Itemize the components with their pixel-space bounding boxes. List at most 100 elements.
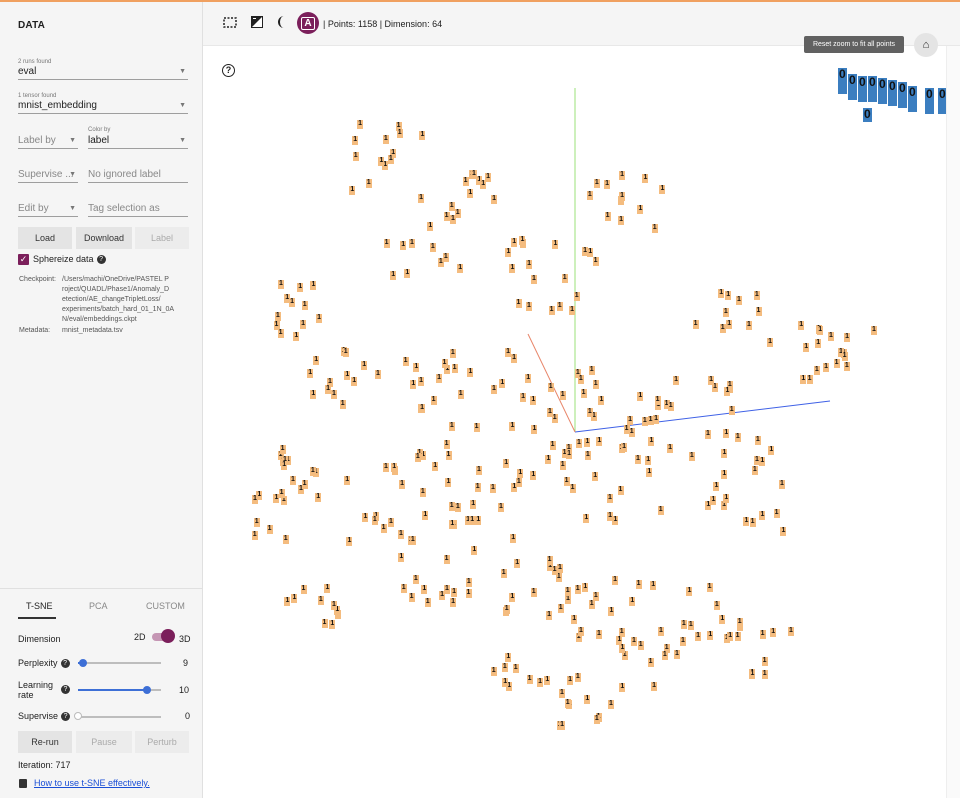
point-1[interactable]: 1 <box>457 390 464 400</box>
point-1[interactable]: 1 <box>612 515 619 525</box>
tag-selection-input[interactable]: Tag selection as <box>88 203 188 217</box>
point-1[interactable]: 1 <box>734 631 741 641</box>
point-1[interactable]: 1 <box>592 257 599 267</box>
point-1[interactable]: 1 <box>436 374 443 384</box>
point-1[interactable]: 1 <box>421 585 428 595</box>
point-1[interactable]: 1 <box>505 248 512 258</box>
point-1[interactable]: 1 <box>725 291 732 301</box>
point-1[interactable]: 1 <box>749 517 756 527</box>
point-1[interactable]: 1 <box>569 305 576 315</box>
edit-by-select[interactable]: Edit by ▼ <box>18 203 78 217</box>
point-1[interactable]: 1 <box>414 453 421 463</box>
point-1[interactable]: 1 <box>838 347 844 357</box>
point-1[interactable]: 1 <box>546 556 553 566</box>
point-1[interactable]: 1 <box>476 175 483 185</box>
point-1[interactable]: 1 <box>586 190 593 200</box>
point-1[interactable]: 1 <box>565 444 572 454</box>
point-1[interactable]: 1 <box>346 537 353 547</box>
point-1[interactable]: 1 <box>404 268 411 278</box>
point-1[interactable]: 1 <box>751 465 758 475</box>
point-1[interactable]: 1 <box>618 216 625 226</box>
point-1[interactable]: 1 <box>607 493 613 503</box>
download-button[interactable]: Download <box>76 227 132 249</box>
point-1[interactable]: 1 <box>383 238 390 248</box>
point-1[interactable]: 1 <box>726 320 733 330</box>
point-1[interactable]: 1 <box>800 375 807 385</box>
supervise-select[interactable]: Supervise ... ▼ <box>18 169 78 183</box>
point-1[interactable]: 1 <box>448 421 455 431</box>
point-1[interactable]: 1 <box>454 502 461 512</box>
point-1[interactable]: 1 <box>491 195 498 205</box>
point-1[interactable]: 1 <box>574 672 581 682</box>
point-1[interactable]: 1 <box>301 480 308 490</box>
point-1[interactable]: 1 <box>475 465 482 475</box>
point-1[interactable]: 1 <box>420 451 427 461</box>
point-1[interactable]: 1 <box>651 224 658 234</box>
point-1[interactable]: 1 <box>745 320 752 330</box>
point-1[interactable]: 1 <box>344 476 351 486</box>
point-1[interactable]: 1 <box>575 438 582 448</box>
point-1[interactable]: 1 <box>619 192 626 202</box>
point-1[interactable]: 1 <box>380 523 387 533</box>
point-0[interactable]: 0 <box>838 68 847 94</box>
point-1[interactable]: 1 <box>773 509 780 519</box>
point-1[interactable]: 1 <box>574 584 581 594</box>
help-icon[interactable]: ? <box>60 659 70 668</box>
point-1[interactable]: 1 <box>619 171 626 181</box>
point-1[interactable]: 1 <box>449 215 456 225</box>
point-1[interactable]: 1 <box>390 270 397 280</box>
point-1[interactable]: 1 <box>422 510 429 520</box>
point-1[interactable]: 1 <box>445 477 452 487</box>
point-1[interactable]: 1 <box>657 627 664 637</box>
night-mode-icon[interactable] <box>250 15 264 29</box>
point-1[interactable]: 1 <box>277 280 284 290</box>
point-1[interactable]: 1 <box>297 282 304 292</box>
help-icon[interactable]: ? <box>61 712 71 721</box>
point-1[interactable]: 1 <box>251 531 258 541</box>
point-1[interactable]: 1 <box>506 681 513 691</box>
point-1[interactable]: 1 <box>630 636 637 646</box>
point-1[interactable]: 1 <box>721 470 728 480</box>
help-icon[interactable]: ? <box>96 255 106 264</box>
point-1[interactable]: 1 <box>582 583 589 593</box>
point-1[interactable]: 1 <box>400 240 407 250</box>
point-1[interactable]: 1 <box>500 568 507 578</box>
point-1[interactable]: 1 <box>552 240 559 250</box>
ignored-label-input[interactable]: No ignored label <box>88 169 188 183</box>
point-1[interactable]: 1 <box>465 589 472 599</box>
point-1[interactable]: 1 <box>361 361 368 371</box>
point-1[interactable]: 1 <box>551 413 558 423</box>
point-0[interactable]: 0 <box>848 74 857 100</box>
point-1[interactable]: 1 <box>815 339 822 349</box>
point-1[interactable]: 1 <box>604 180 611 190</box>
point-1[interactable]: 1 <box>509 421 516 431</box>
point-1[interactable]: 1 <box>418 193 425 203</box>
point-1[interactable]: 1 <box>621 650 628 660</box>
point-1[interactable]: 1 <box>833 359 840 369</box>
point-0[interactable]: 0 <box>863 107 872 122</box>
point-1[interactable]: 1 <box>592 592 599 602</box>
point-1[interactable]: 1 <box>574 368 581 378</box>
point-1[interactable]: 1 <box>503 459 510 469</box>
point-1[interactable]: 1 <box>749 670 756 680</box>
point-1[interactable]: 1 <box>705 501 712 511</box>
point-1[interactable]: 1 <box>561 448 568 458</box>
point-1[interactable]: 1 <box>817 326 824 336</box>
point-1[interactable]: 1 <box>277 328 284 338</box>
point-1[interactable]: 1 <box>444 364 451 374</box>
point-1[interactable]: 1 <box>647 415 654 425</box>
point-1[interactable]: 1 <box>593 714 600 724</box>
help-icon[interactable]: ? <box>61 685 70 694</box>
point-1[interactable]: 1 <box>713 482 720 492</box>
point-1[interactable]: 1 <box>280 496 287 506</box>
point-1[interactable]: 1 <box>780 527 787 537</box>
point-1[interactable]: 1 <box>588 600 595 610</box>
perplexity-slider-knob[interactable] <box>78 659 87 667</box>
point-1[interactable]: 1 <box>661 651 668 661</box>
point-1[interactable]: 1 <box>637 204 644 214</box>
point-1[interactable]: 1 <box>526 259 533 269</box>
point-1[interactable]: 1 <box>719 614 726 624</box>
point-1[interactable]: 1 <box>635 580 642 590</box>
pause-button[interactable]: Pause <box>76 731 132 753</box>
point-1[interactable]: 1 <box>628 427 635 437</box>
